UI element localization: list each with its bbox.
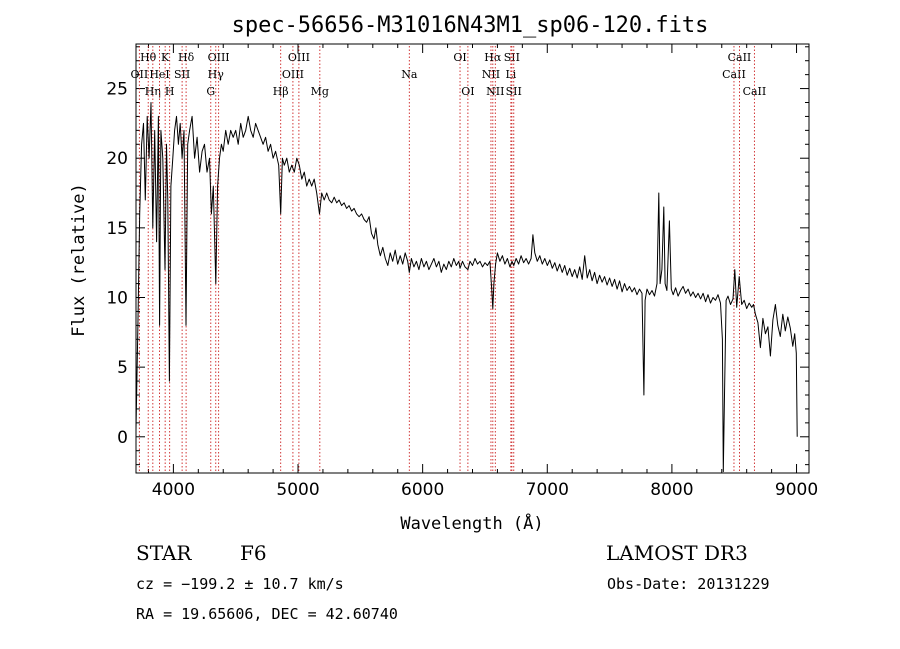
x-tick-label: 5000 xyxy=(276,480,319,500)
obs-date-text: Obs-Date: 20131229 xyxy=(607,575,770,593)
x-tick-label: 7000 xyxy=(526,480,569,500)
x-tick-label: 4000 xyxy=(152,480,195,500)
y-tick-label: 5 xyxy=(117,358,128,378)
x-axis-label: Wavelength (Å) xyxy=(400,512,543,534)
spectral-line-label: OIII xyxy=(288,51,310,64)
x-tick-label: 6000 xyxy=(401,480,444,500)
spectral-line-label: NII xyxy=(486,85,504,98)
spectral-line-label: Hθ xyxy=(140,51,157,64)
spectral-line-label: Hγ xyxy=(208,68,225,81)
spectral-line-label: Na xyxy=(401,68,418,81)
object-class-label: STAR xyxy=(136,541,192,565)
spectral-line-label: OI xyxy=(461,85,474,98)
y-tick-label: 20 xyxy=(106,149,128,169)
x-tick-label: 8000 xyxy=(650,480,693,500)
spectral-line-label: NII xyxy=(482,68,500,81)
spectral-line-label: G xyxy=(206,85,215,98)
spectral-line-label: Mg xyxy=(311,85,329,98)
survey-label: LAMOST DR3 xyxy=(606,541,748,565)
y-axis-label: Flux (relative) xyxy=(69,183,89,337)
spectral-line-label: Hα xyxy=(484,51,502,64)
spectral-line-label: OII xyxy=(131,68,149,81)
spectral-line-label: H xyxy=(165,85,175,98)
redshift-text: cz = −199.2 ± 10.7 km/s xyxy=(136,575,344,593)
spectral-line-label: CaII xyxy=(722,68,746,81)
spectral-line-label: Hδ xyxy=(178,51,195,64)
x-tick-label: 9000 xyxy=(775,480,818,500)
y-tick-label: 10 xyxy=(106,289,128,309)
y-tick-label: 25 xyxy=(106,80,128,100)
spectral-line-label: OIII xyxy=(282,68,304,81)
spectral-line-label: OI xyxy=(453,51,466,64)
plot-frame xyxy=(135,43,810,474)
object-subclass-label: F6 xyxy=(240,541,267,565)
spectral-line-label: CaII xyxy=(743,85,767,98)
spectral-line-label: Hη xyxy=(145,85,161,98)
spectral-line-label: SII xyxy=(506,85,522,98)
spectral-line-label: HeI xyxy=(149,68,169,81)
chart-title: spec-56656-M31016N43M1_sp06-120.fits xyxy=(232,13,709,38)
y-tick-label: 0 xyxy=(117,428,128,448)
coordinates-text: RA = 19.65606, DEC = 42.60740 xyxy=(136,605,398,623)
spectral-line-label: SII xyxy=(174,68,190,81)
spectral-line-label: K xyxy=(161,51,170,64)
spectral-line-label: Li xyxy=(505,68,516,81)
spectral-line-label: SII xyxy=(504,51,520,64)
spectral-line-label: OIII xyxy=(208,51,230,64)
spectral-line-label: CaII xyxy=(728,51,752,64)
y-tick-label: 15 xyxy=(106,219,128,239)
flux-series-line xyxy=(136,102,798,473)
spectral-line-label: Hβ xyxy=(273,85,289,98)
